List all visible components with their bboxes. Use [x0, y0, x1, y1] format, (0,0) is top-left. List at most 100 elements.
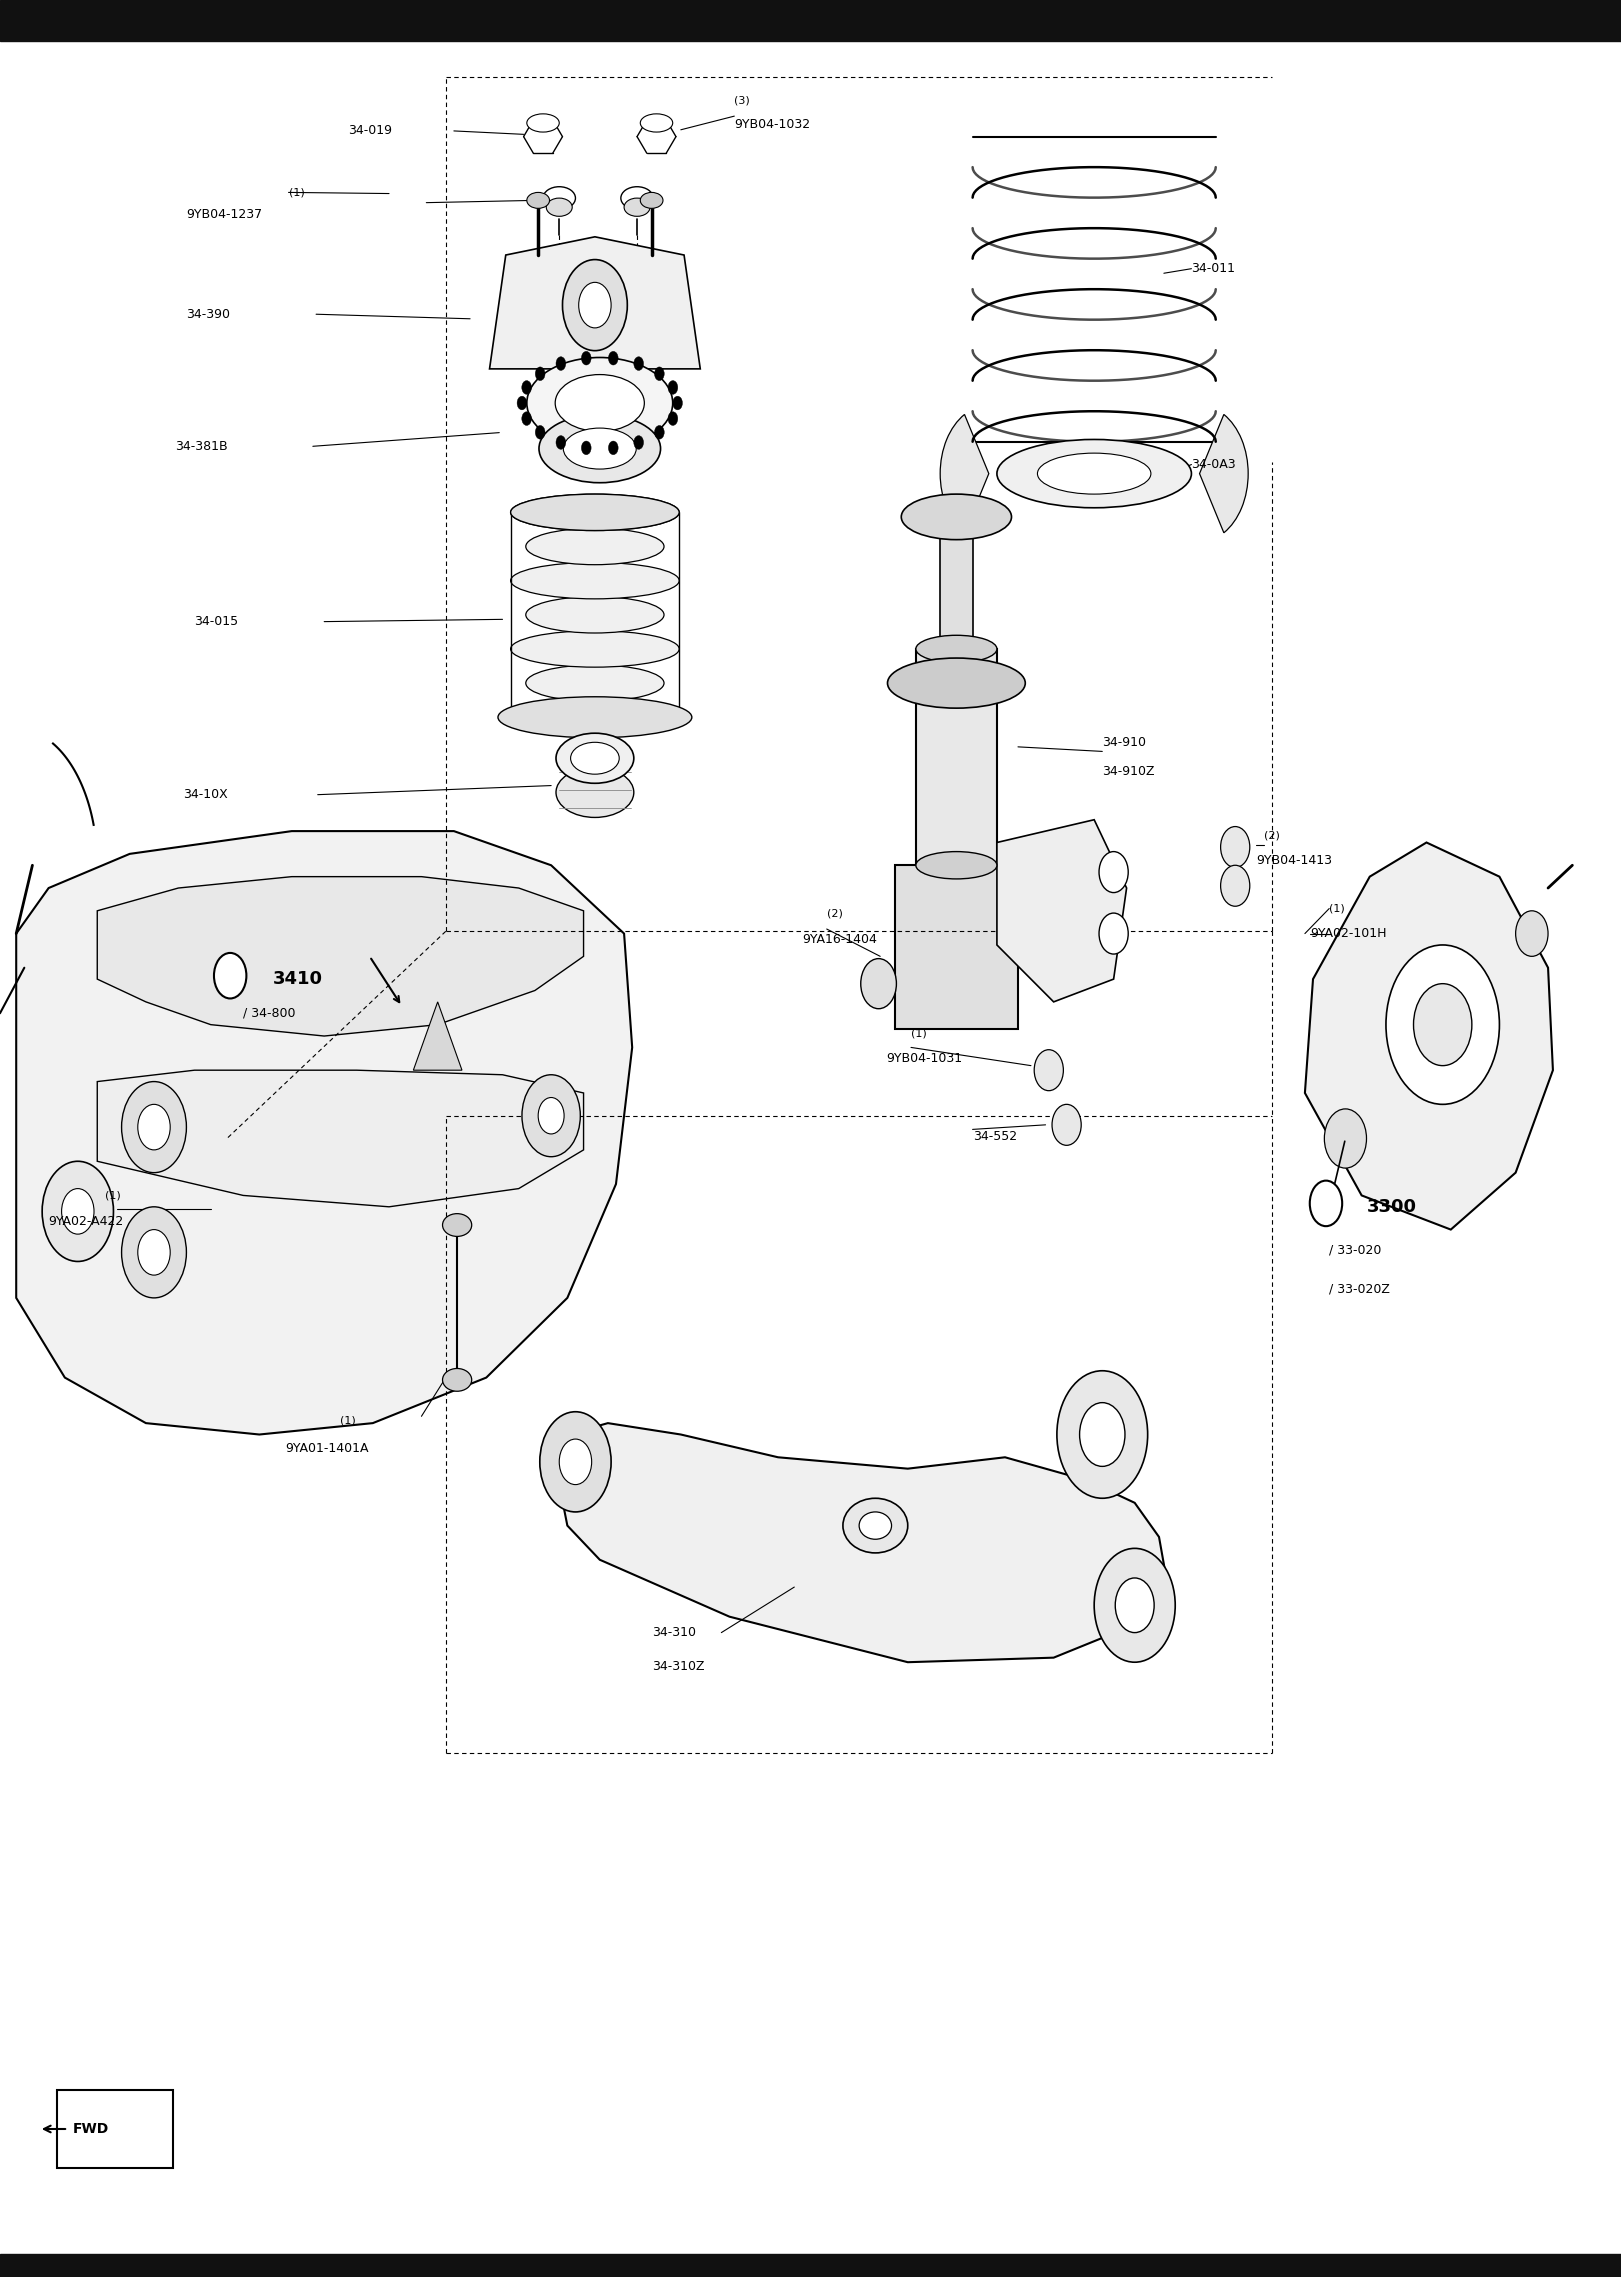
Circle shape — [1516, 911, 1548, 956]
Circle shape — [1221, 865, 1250, 906]
Circle shape — [582, 351, 592, 364]
Ellipse shape — [571, 742, 619, 774]
Text: 9YA01-1401A: 9YA01-1401A — [285, 1441, 370, 1455]
Text: / 34-800: / 34-800 — [243, 1006, 295, 1020]
Circle shape — [668, 412, 678, 426]
Ellipse shape — [525, 665, 665, 701]
Ellipse shape — [527, 114, 559, 132]
Ellipse shape — [624, 198, 650, 216]
Polygon shape — [997, 820, 1127, 1002]
Text: (1): (1) — [289, 187, 305, 198]
Ellipse shape — [511, 562, 679, 599]
Circle shape — [608, 442, 618, 455]
Ellipse shape — [511, 699, 679, 735]
Polygon shape — [916, 649, 997, 865]
Text: (1): (1) — [340, 1416, 357, 1425]
Text: 9YA02-101H: 9YA02-101H — [1310, 927, 1386, 940]
Text: 9YA16-1404: 9YA16-1404 — [802, 934, 877, 945]
Text: 34-310Z: 34-310Z — [652, 1660, 704, 1674]
Text: / 33-020: / 33-020 — [1329, 1243, 1381, 1257]
Circle shape — [1099, 852, 1128, 893]
Circle shape — [1414, 984, 1472, 1066]
Ellipse shape — [887, 658, 1024, 708]
Circle shape — [1052, 1104, 1081, 1145]
Ellipse shape — [556, 733, 634, 783]
Circle shape — [556, 357, 566, 371]
Polygon shape — [490, 237, 700, 369]
Circle shape — [579, 282, 611, 328]
Text: (1): (1) — [1329, 904, 1345, 913]
Text: (1): (1) — [911, 1029, 927, 1038]
Ellipse shape — [511, 631, 679, 667]
Circle shape — [556, 435, 566, 449]
Text: 9YB04-1237: 9YB04-1237 — [186, 207, 263, 221]
Circle shape — [122, 1207, 186, 1298]
Circle shape — [538, 1098, 564, 1134]
Text: FWD: FWD — [73, 2122, 109, 2136]
Ellipse shape — [525, 528, 665, 565]
Polygon shape — [895, 865, 1018, 1029]
Ellipse shape — [640, 114, 673, 132]
Circle shape — [582, 442, 592, 455]
Text: 34-019: 34-019 — [349, 125, 392, 137]
Circle shape — [214, 952, 246, 997]
Text: 34-381B: 34-381B — [175, 439, 227, 453]
Circle shape — [1094, 1548, 1175, 1662]
Ellipse shape — [546, 198, 572, 216]
Ellipse shape — [527, 357, 673, 449]
Text: / 33-020Z: / 33-020Z — [1329, 1282, 1391, 1296]
Ellipse shape — [511, 494, 679, 531]
Circle shape — [540, 1412, 611, 1512]
Polygon shape — [559, 1423, 1167, 1662]
Circle shape — [668, 380, 678, 394]
Circle shape — [861, 959, 896, 1009]
Circle shape — [1221, 827, 1250, 868]
Circle shape — [655, 367, 665, 380]
Ellipse shape — [901, 494, 1012, 540]
Circle shape — [1080, 1403, 1125, 1466]
Circle shape — [42, 1161, 113, 1261]
Ellipse shape — [1037, 453, 1151, 494]
Circle shape — [1034, 1050, 1063, 1091]
Ellipse shape — [916, 635, 997, 663]
Ellipse shape — [997, 439, 1191, 508]
Ellipse shape — [843, 1498, 908, 1553]
Circle shape — [522, 1075, 580, 1157]
Text: 34-910: 34-910 — [1102, 735, 1146, 749]
Ellipse shape — [543, 187, 575, 209]
Bar — [0, 0, 1621, 41]
Circle shape — [522, 412, 532, 426]
Ellipse shape — [564, 428, 635, 469]
Text: 34-0A3: 34-0A3 — [1191, 458, 1237, 471]
Circle shape — [559, 1439, 592, 1485]
Circle shape — [655, 426, 665, 439]
Polygon shape — [97, 877, 584, 1036]
Ellipse shape — [443, 1368, 472, 1391]
Text: 9YA02-A422: 9YA02-A422 — [49, 1216, 123, 1227]
Circle shape — [522, 380, 532, 394]
Text: 3410: 3410 — [272, 970, 323, 988]
Circle shape — [608, 351, 618, 364]
Ellipse shape — [556, 767, 634, 817]
Circle shape — [634, 435, 644, 449]
Text: 9YB04-1031: 9YB04-1031 — [887, 1052, 963, 1066]
Circle shape — [1386, 945, 1499, 1104]
Text: 34-10X: 34-10X — [183, 788, 229, 802]
Text: 34-390: 34-390 — [186, 307, 230, 321]
Polygon shape — [1305, 842, 1553, 1230]
Circle shape — [138, 1104, 170, 1150]
Text: (2): (2) — [1264, 831, 1281, 840]
Circle shape — [1310, 1179, 1342, 1225]
FancyBboxPatch shape — [57, 2090, 173, 2168]
Text: 34-015: 34-015 — [195, 615, 238, 628]
Circle shape — [138, 1230, 170, 1275]
Wedge shape — [1200, 414, 1248, 533]
Ellipse shape — [916, 852, 997, 879]
Circle shape — [62, 1189, 94, 1234]
Ellipse shape — [621, 187, 653, 209]
Text: (3): (3) — [734, 96, 751, 105]
Ellipse shape — [498, 697, 692, 738]
Ellipse shape — [554, 373, 644, 430]
Text: 9YB04-1413: 9YB04-1413 — [1256, 854, 1332, 868]
Ellipse shape — [443, 1214, 472, 1236]
